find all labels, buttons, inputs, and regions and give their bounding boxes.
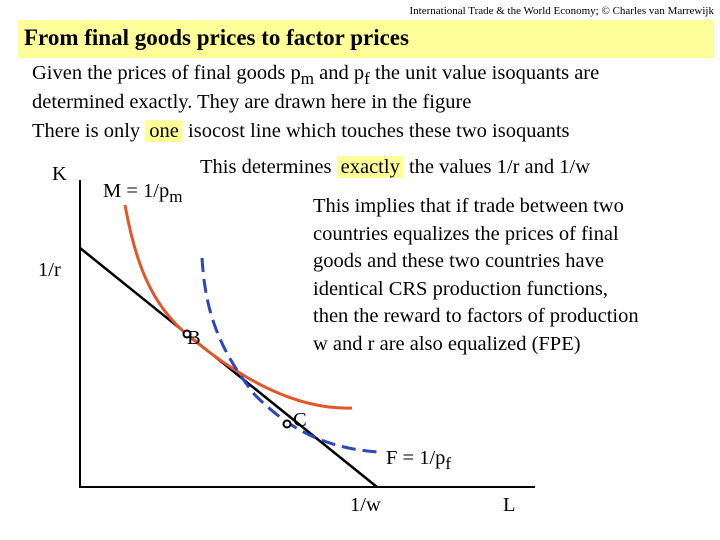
fpe-paragraph: This implies that if trade between two c… — [313, 193, 713, 358]
f-isoquant-curve — [200, 257, 379, 454]
f-isoquant-label: F = 1/pf — [386, 447, 451, 474]
point-b-label: B — [187, 327, 201, 349]
text-line-1-part-a: Given the prices of final goods p — [32, 62, 301, 84]
para-line-3: goods and these two countries have — [313, 250, 604, 272]
point-c-label: C — [293, 409, 307, 431]
k-axis-label: K — [52, 163, 67, 185]
point-c-marker — [282, 419, 292, 429]
para-line-4: identical CRS production functions, — [313, 277, 608, 300]
text-line-4-part-b: the values 1/r and 1/w — [408, 156, 591, 178]
slide-title: From final goods prices to factor prices — [24, 25, 409, 50]
text-line-4: This determines exactly the values 1/r a… — [200, 156, 590, 179]
text-line-1-part-c: the unit value isoquants are — [369, 62, 600, 84]
k-intercept-label: 1/r — [38, 259, 61, 281]
highlight-one: one — [145, 120, 183, 142]
point-b-marker — [182, 329, 192, 339]
text-line-4-part-a: This determines — [200, 156, 337, 178]
subscript-m: m — [300, 69, 315, 89]
f-label-subscript: f — [445, 454, 452, 474]
text-line-3-part-a: There is only — [32, 120, 146, 142]
m-isoquant-label: M = 1/pm — [103, 180, 183, 207]
para-line-6: w and r are also equalized (FPE) — [313, 332, 581, 355]
subscript-f: f — [364, 69, 370, 89]
text-line-2: determined exactly. They are drawn here … — [32, 91, 472, 113]
m-label-text: M = 1/p — [103, 180, 170, 202]
text-line-1: Given the prices of final goods pm and p… — [32, 62, 599, 89]
title-band — [18, 20, 714, 58]
para-line-5: then the reward to factors of production — [313, 305, 639, 327]
m-label-subscript: m — [169, 187, 183, 207]
credit-line: International Trade & the World Economy;… — [409, 5, 714, 17]
axes — [79, 180, 535, 488]
para-line-2: countries equalizes the prices of final — [313, 222, 619, 245]
text-line-3-part-b: isocost line which touches these two iso… — [188, 120, 570, 142]
highlight-exactly: exactly — [336, 156, 404, 178]
para-line-1: This implies that if trade between two — [313, 195, 624, 217]
l-intercept-label: 1/w — [350, 494, 381, 516]
f-label-text: F = 1/p — [386, 447, 446, 469]
l-axis-label: L — [503, 494, 516, 516]
m-isoquant-curve — [123, 204, 353, 410]
text-line-1-part-b: and p — [314, 62, 365, 84]
text-line-3: There is only one isocost line which tou… — [32, 120, 570, 143]
